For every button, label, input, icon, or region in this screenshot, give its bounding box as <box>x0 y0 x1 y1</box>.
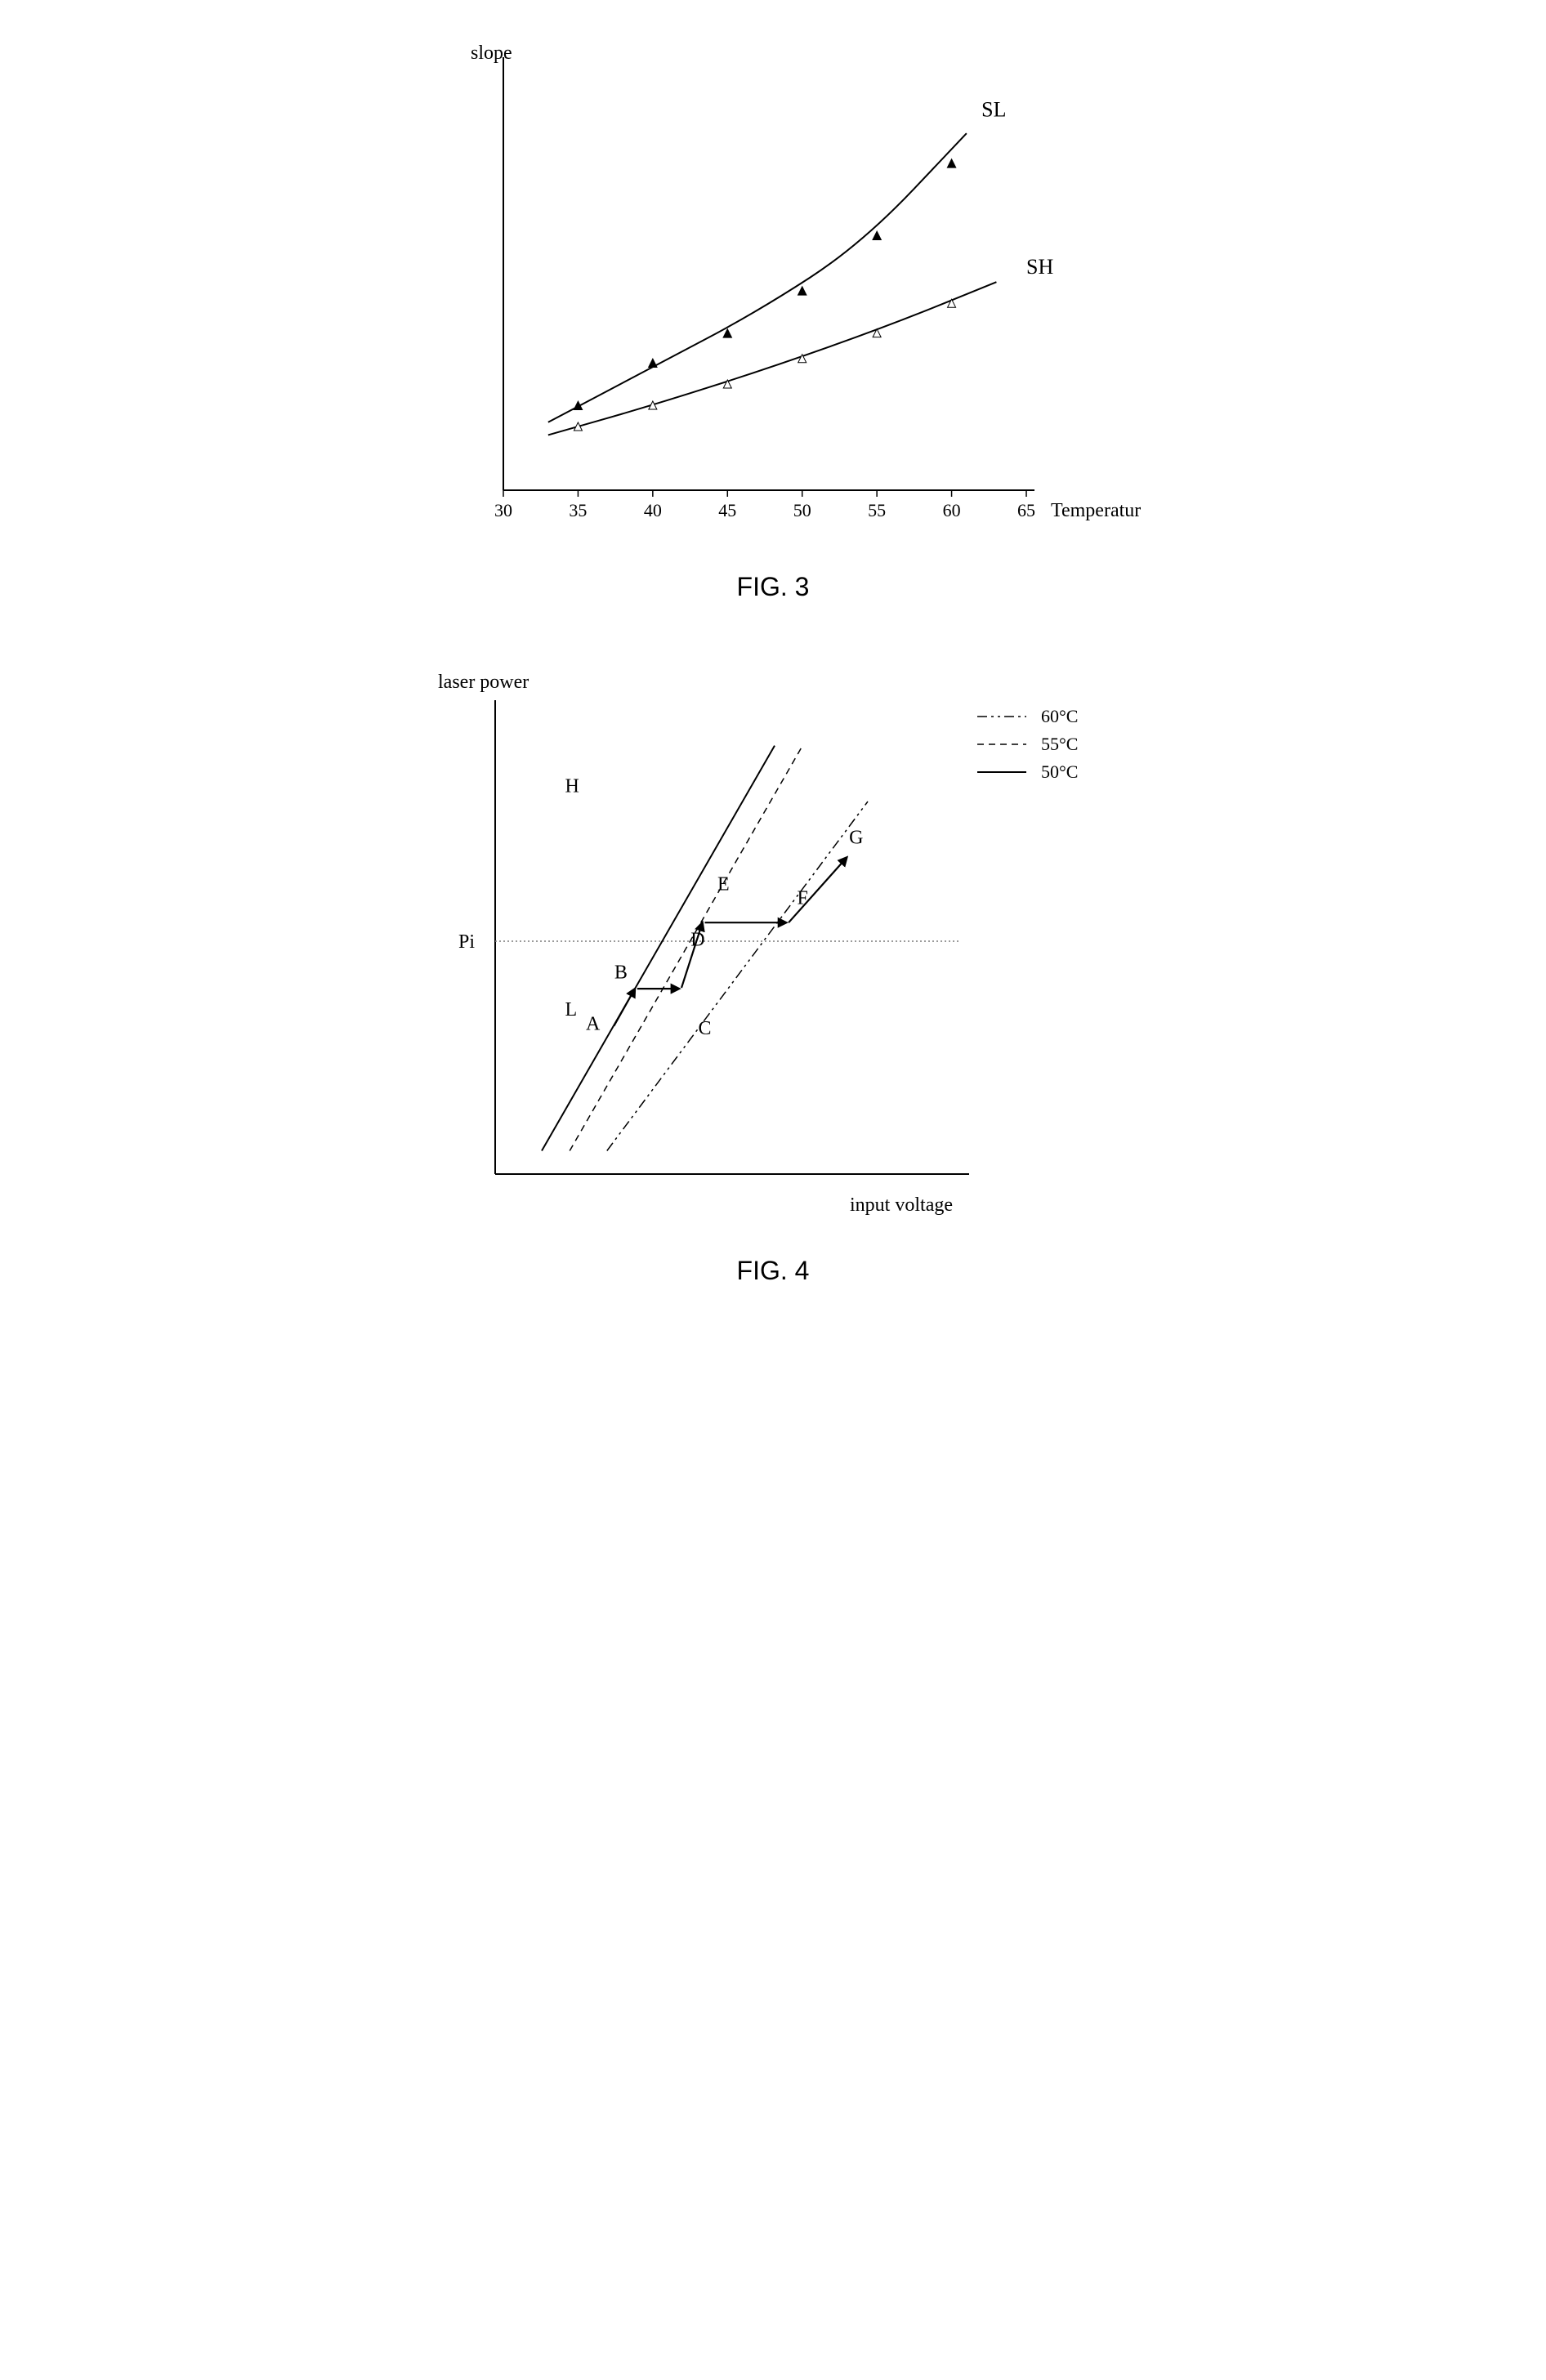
fig4-ann-B: B <box>614 962 628 984</box>
fig3-series-label-SH: SH <box>1026 255 1053 279</box>
fig3-marker-SL <box>872 230 882 240</box>
fig4-ann-D: D <box>690 930 704 951</box>
fig4-arrow-0 <box>614 989 635 1026</box>
fig4-line-60°C <box>607 802 868 1151</box>
fig4-region-H: H <box>565 776 579 797</box>
fig4-ann-C: C <box>698 1018 711 1039</box>
fig4-ann-A: A <box>586 1013 601 1034</box>
fig4-line-50°C <box>542 746 775 1151</box>
figure-3: 3035404550556065slopeTemperature ºCSLSH … <box>405 33 1141 602</box>
fig4-chart: laser power input voltage Pi 60°C 55°C 50°C A B… <box>405 651 1141 1239</box>
fig4-region-L: L <box>565 999 578 1020</box>
svg-text:40: 40 <box>644 500 662 520</box>
fig3-curve-SH <box>548 282 997 435</box>
fig3-marker-SL <box>947 159 957 168</box>
svg-text:45: 45 <box>718 500 736 520</box>
svg-text:60: 60 <box>943 500 961 520</box>
fig4-ylabel: laser power <box>438 672 529 693</box>
fig3-marker-SL <box>798 286 807 296</box>
fig4-line-55°C <box>570 746 802 1151</box>
fig4-ann-F: F <box>798 887 808 909</box>
fig4-legend-60°C: 60°C <box>1041 706 1078 726</box>
fig4-ann-G: G <box>849 827 863 848</box>
svg-text:30: 30 <box>494 500 512 520</box>
svg-text:65: 65 <box>1017 500 1035 520</box>
fig3-xlabel: Temperature ºC <box>1051 500 1141 521</box>
svg-text:55: 55 <box>868 500 886 520</box>
fig4-legend-55°C: 55°C <box>1041 734 1078 754</box>
fig4-caption: FIG. 4 <box>405 1256 1141 1286</box>
fig3-caption: FIG. 3 <box>405 572 1141 602</box>
figure-4: laser power input voltage Pi 60°C 55°C 50°C A B… <box>405 651 1141 1286</box>
fig3-marker-SL <box>648 358 658 368</box>
fig3-ylabel: slope <box>471 42 512 64</box>
fig4-pi-label: Pi <box>458 931 475 953</box>
fig3-chart: 30 35 40 45 50 55 60 65 slope Temperature ºC SL SH <box>405 33 1141 556</box>
fig3-series-label-SL: SL <box>981 97 1006 121</box>
fig3-curve-SL <box>548 133 967 422</box>
fig3-marker-SH <box>948 299 956 307</box>
svg-text:50: 50 <box>793 500 811 520</box>
fig4-xlabel: input voltage <box>850 1194 953 1216</box>
fig4-ann-E: E <box>717 873 730 895</box>
svg-text:35: 35 <box>569 500 587 520</box>
fig4-legend-50°C: 50°C <box>1041 761 1078 782</box>
